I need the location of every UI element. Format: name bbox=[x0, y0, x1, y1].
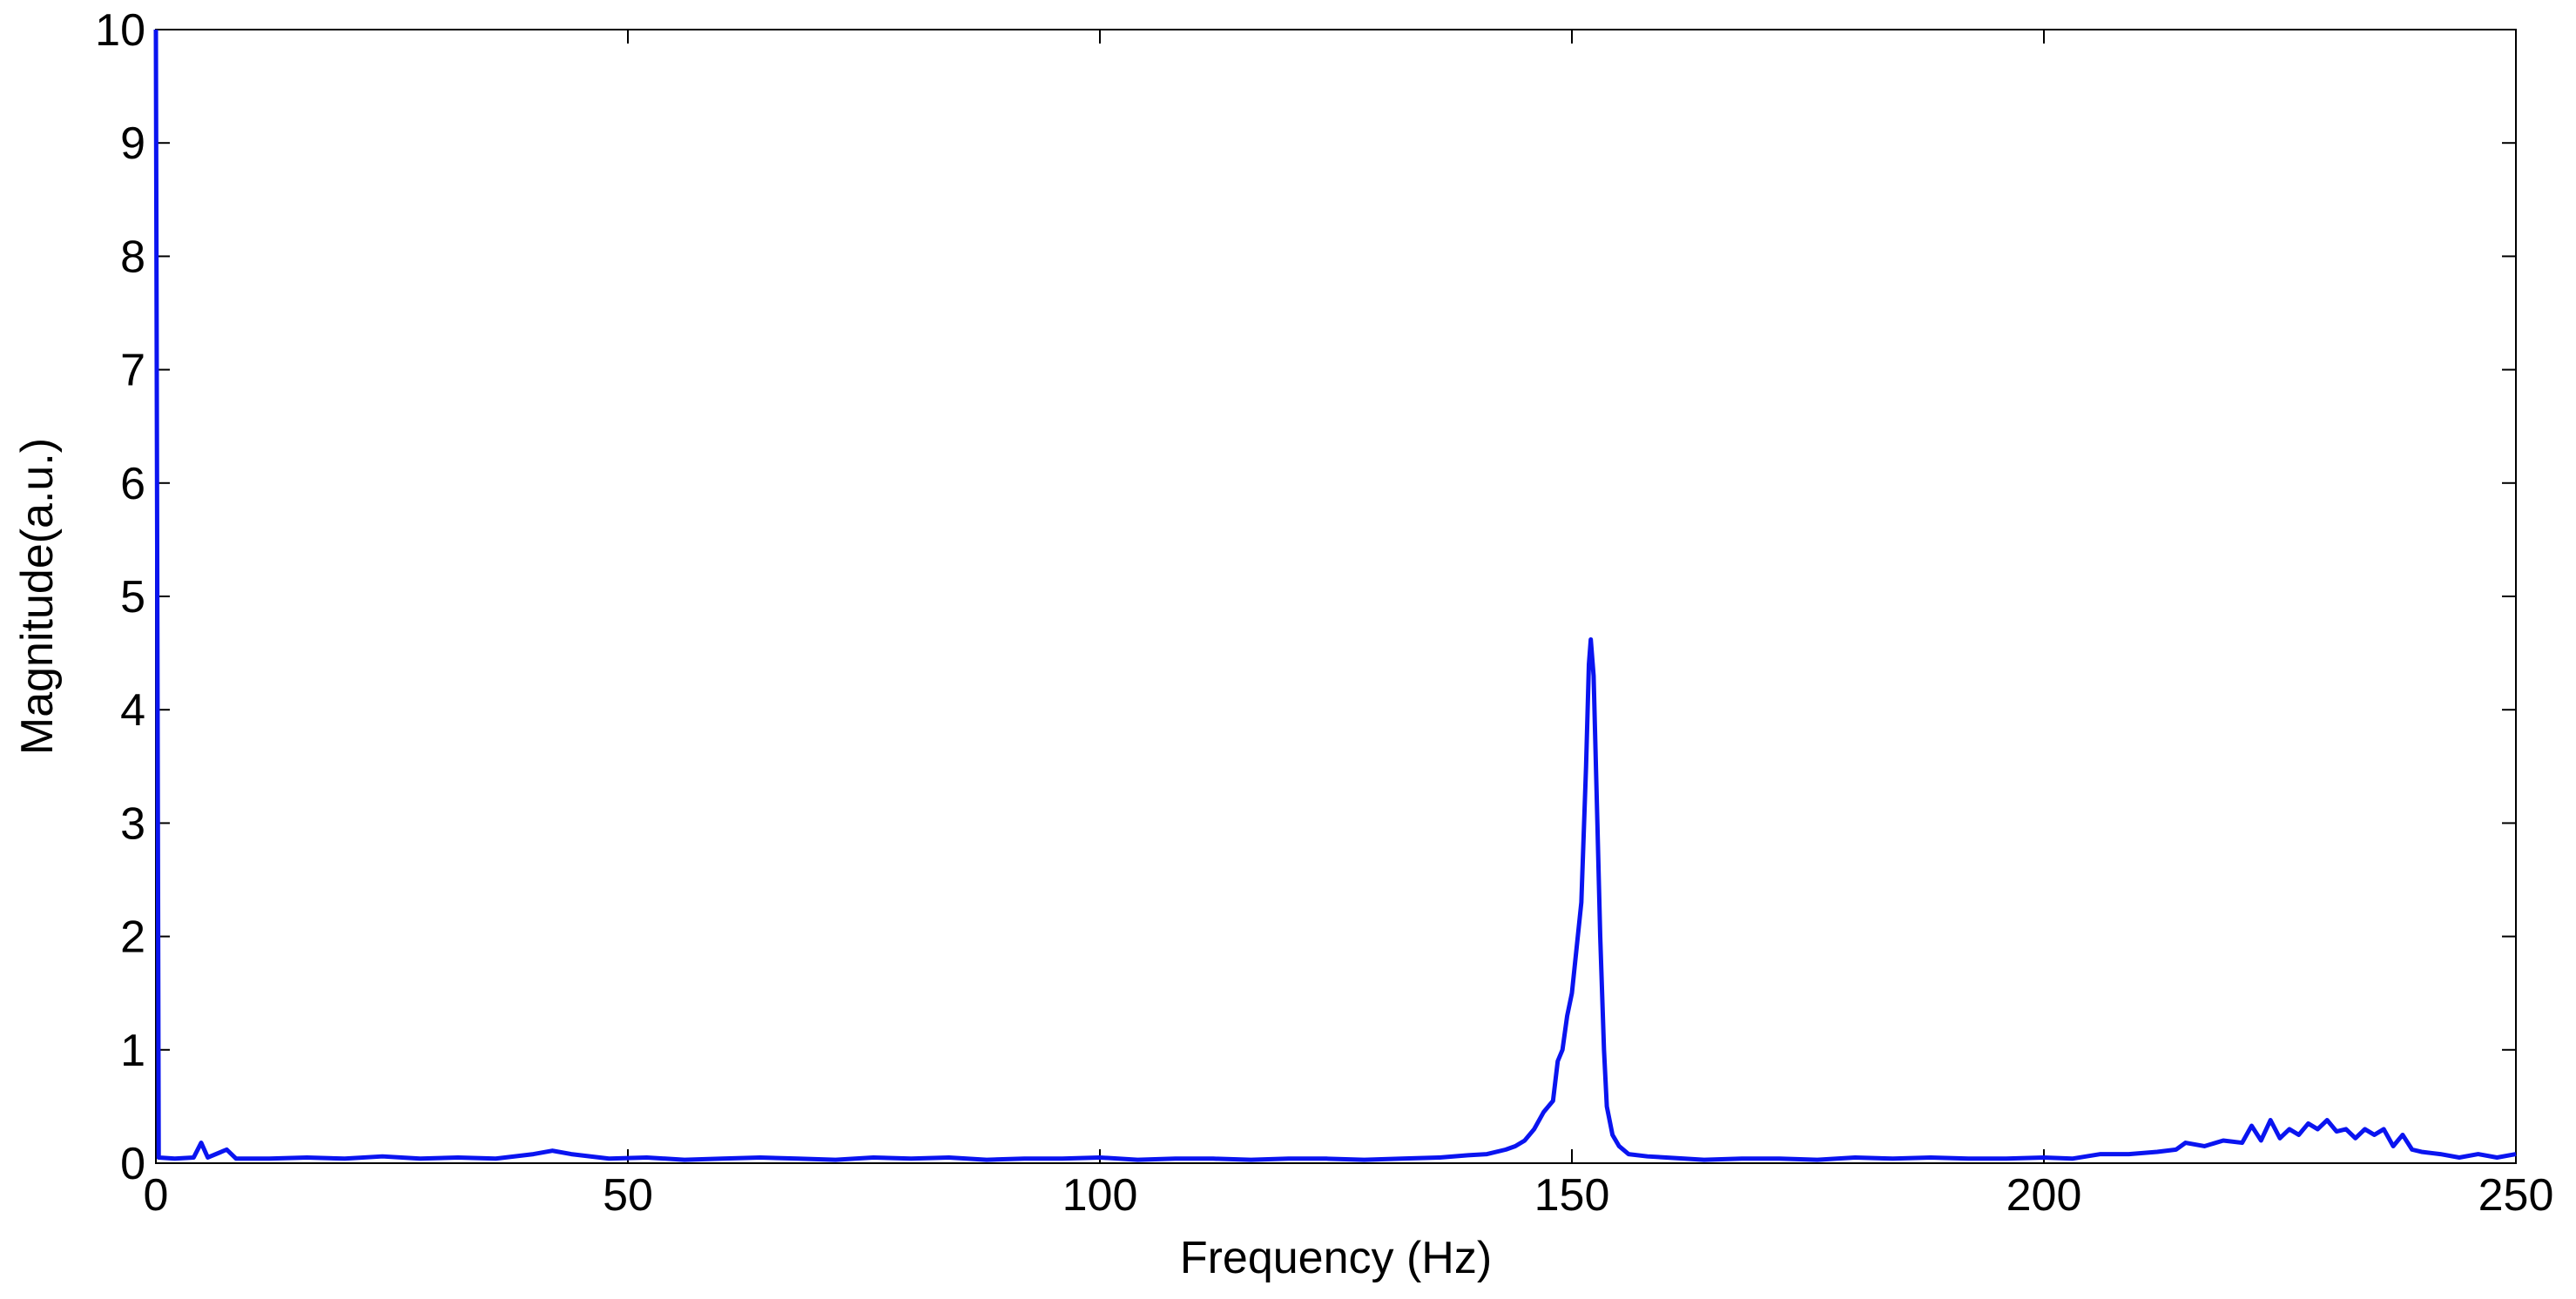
y-tick-label: 6 bbox=[120, 459, 145, 509]
line-series bbox=[153, 29, 2517, 1162]
y-tick-label: 3 bbox=[120, 798, 145, 849]
y-tick-label: 7 bbox=[120, 346, 145, 396]
y-axis-label: Magnitude(a.u.) bbox=[12, 438, 63, 755]
x-tick-label: 50 bbox=[603, 1170, 653, 1221]
x-tick-label: 250 bbox=[2478, 1170, 2554, 1221]
x-axis-label: Frequency (Hz) bbox=[1180, 1233, 1492, 1283]
y-tick-label: 10 bbox=[95, 5, 145, 56]
y-tick-label: 8 bbox=[120, 232, 145, 282]
y-tick-label: 0 bbox=[120, 1139, 145, 1189]
x-tick-label: 0 bbox=[144, 1170, 169, 1221]
y-tick-label: 5 bbox=[120, 572, 145, 623]
x-tick-label: 150 bbox=[1534, 1170, 1610, 1221]
x-tick-label: 100 bbox=[1062, 1170, 1138, 1221]
x-tick-label: 200 bbox=[2006, 1170, 2082, 1221]
y-tick-label: 4 bbox=[120, 685, 145, 736]
y-tick-label: 9 bbox=[120, 118, 145, 169]
plot-frame bbox=[155, 29, 2517, 1164]
y-tick-label: 2 bbox=[120, 912, 145, 963]
y-tick-label: 1 bbox=[120, 1026, 145, 1076]
